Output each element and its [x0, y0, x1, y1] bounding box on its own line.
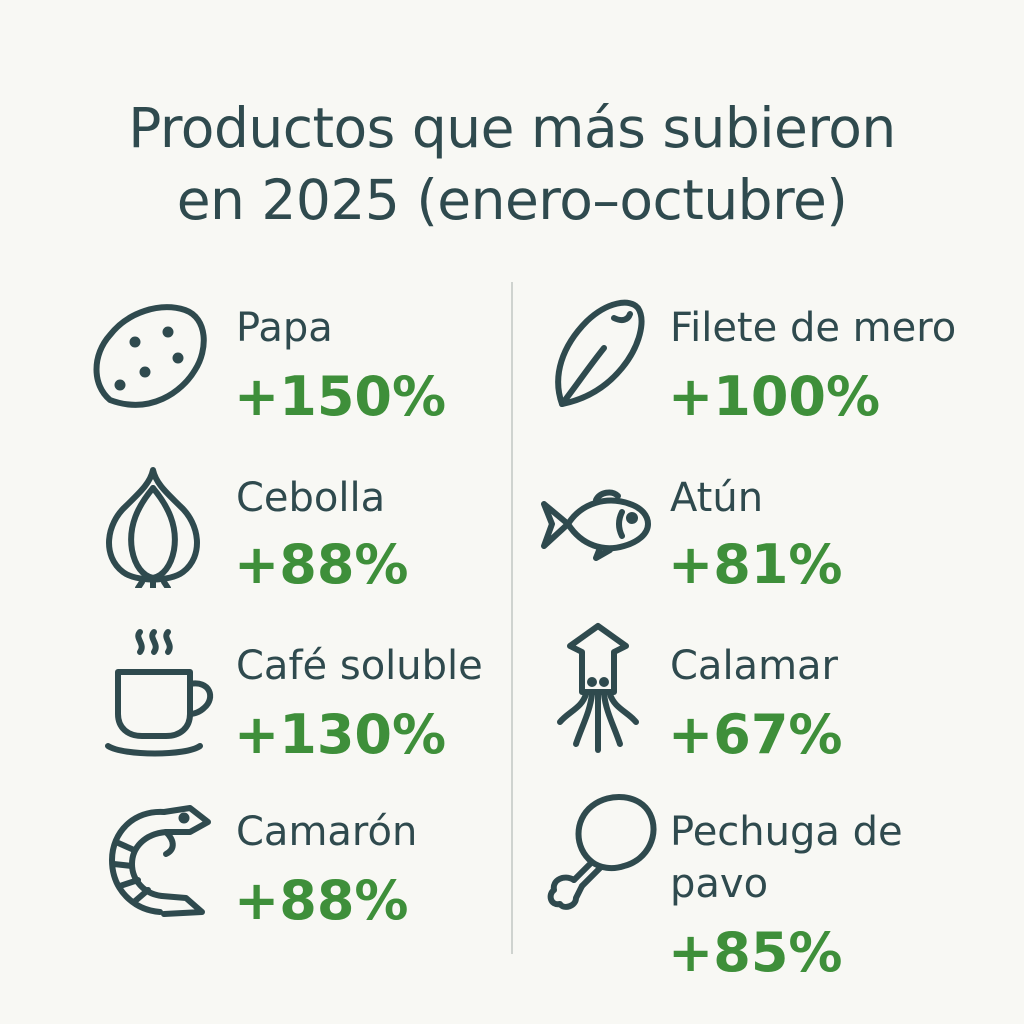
onion-icon: [98, 466, 208, 588]
product-change-atun: +81%: [668, 533, 843, 596]
product-name-pechuga-de-pavo: Pechuga de pavo: [670, 809, 903, 907]
product-name-cafe-soluble: Café soluble: [236, 643, 483, 689]
product-name-atun: Atún: [670, 475, 764, 521]
product-name-filete-de-mero: Filete de mero: [670, 305, 957, 351]
product-change-pechuga-de-pavo: +85%: [668, 921, 843, 984]
product-change-filete-de-mero: +100%: [668, 365, 881, 428]
product-change-cafe-soluble: +130%: [234, 703, 447, 766]
shrimp-icon: [104, 802, 214, 920]
product-change-papa: +150%: [234, 365, 447, 428]
product-name-camaron: Camarón: [236, 809, 418, 855]
potato-icon: [90, 300, 210, 415]
product-change-calamar: +67%: [668, 703, 843, 766]
title-line-2: en 2025 (enero–octubre): [176, 168, 848, 232]
product-name-papa: Papa: [236, 305, 333, 351]
page-title: Productos que más subieron en 2025 (ener…: [0, 92, 1024, 236]
column-divider: [511, 282, 513, 954]
product-change-camaron: +88%: [234, 869, 409, 932]
product-change-cebolla: +88%: [234, 533, 409, 596]
product-name-calamar: Calamar: [670, 643, 838, 689]
coffee-cup-icon: [104, 628, 219, 758]
product-name-cebolla: Cebolla: [236, 475, 386, 521]
fish-fillet-icon: [552, 296, 647, 411]
turkey-leg-icon: [544, 792, 659, 912]
title-line-1: Productos que más subieron: [128, 96, 896, 160]
fish-icon: [538, 486, 653, 561]
squid-icon: [556, 622, 641, 754]
